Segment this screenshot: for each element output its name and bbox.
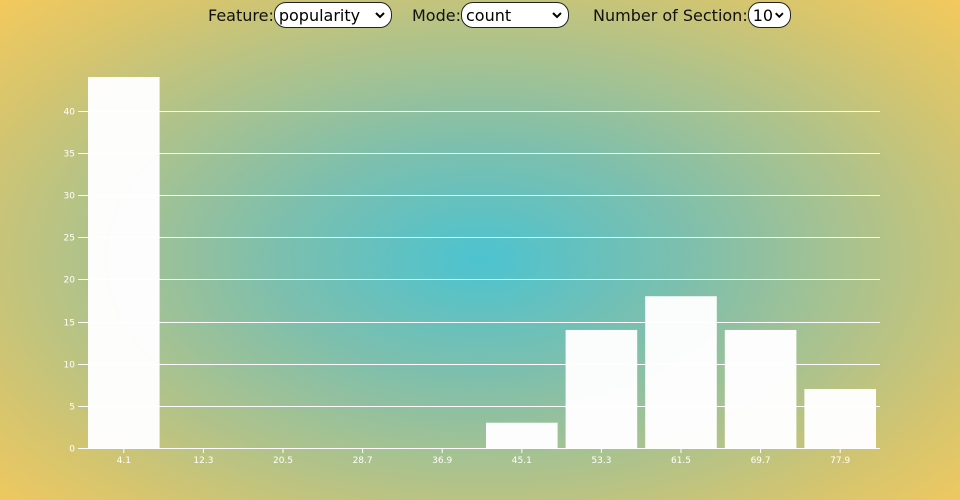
bars [88, 77, 876, 448]
mode-control: Mode: count [412, 1, 569, 29]
feature-select-value: popularity [278, 5, 361, 25]
y-tick-label: 30 [64, 192, 76, 202]
y-tick-label: 25 [64, 234, 75, 244]
y-tick-label: 20 [64, 276, 76, 286]
x-tick-label: 69.7 [751, 456, 771, 466]
x-tick-label: 4.1 [117, 456, 131, 466]
y-tick-label: 40 [64, 108, 76, 118]
x-tick-label: 12.3 [193, 456, 213, 466]
mode-select[interactable]: count [460, 2, 569, 28]
chevron-down-icon [775, 12, 784, 19]
bar[interactable] [804, 388, 876, 448]
x-tick-label: 77.9 [830, 456, 850, 466]
x-tick-label: 36.9 [432, 456, 452, 466]
y-tick-label: 5 [69, 403, 75, 413]
y-tick-label: 0 [69, 445, 75, 455]
x-tick-label: 53.3 [591, 456, 611, 466]
chevron-down-icon [375, 12, 385, 19]
bar[interactable] [565, 329, 638, 448]
sections-control: Number of Section: 10 [593, 1, 791, 29]
feature-select[interactable]: popularity [273, 2, 392, 28]
sections-label: Number of Section: [593, 5, 748, 25]
feature-label: Feature: [208, 5, 274, 25]
bar[interactable] [724, 329, 797, 448]
mode-select-value: count [465, 5, 512, 25]
y-axis: 0 5 10 15 20 25 30 35 40 [64, 108, 84, 455]
bar[interactable] [88, 77, 160, 448]
controls-bar: Feature: popularity Mode: count Number o… [0, 0, 960, 30]
x-tick-label: 61.5 [671, 456, 691, 466]
bar[interactable] [645, 296, 717, 448]
x-axis: 4.1 12.3 20.5 28.7 36.9 45.1 53.3 61.5 69.7 77.9 [84, 448, 880, 466]
sections-select-value: 10 [752, 5, 774, 25]
y-tick-label: 35 [64, 150, 75, 160]
x-tick-label: 20.5 [273, 456, 293, 466]
y-tick-label: 10 [64, 361, 76, 371]
chevron-down-icon [552, 12, 562, 19]
y-tick-label: 15 [64, 319, 75, 329]
x-tick-label: 28.7 [353, 456, 373, 466]
sections-select[interactable]: 10 [747, 2, 791, 28]
x-tick-label: 45.1 [512, 456, 532, 466]
feature-control: Feature: popularity [208, 1, 392, 29]
mode-label: Mode: [412, 5, 461, 25]
bar[interactable] [486, 422, 558, 448]
